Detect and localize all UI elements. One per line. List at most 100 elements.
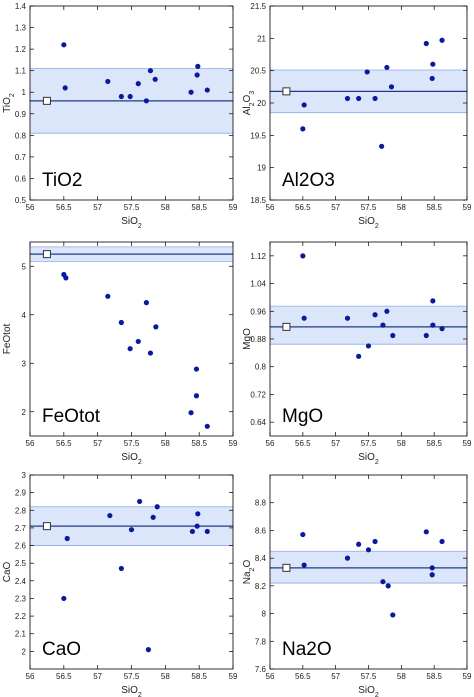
data-point xyxy=(380,322,386,328)
data-point xyxy=(135,338,141,345)
x-axis-label: SiO2 xyxy=(358,452,379,466)
y-tick-label: 2.9 xyxy=(15,489,27,498)
reference-band xyxy=(270,551,467,584)
reference-square-marker xyxy=(282,322,291,331)
y-tick-label: 19.5 xyxy=(250,131,266,140)
x-tick-label: 59 xyxy=(463,439,472,448)
data-point xyxy=(189,528,195,535)
y-tick-label: 1.4 xyxy=(15,2,27,11)
data-point xyxy=(127,93,133,100)
x-tick-label: 56.5 xyxy=(295,672,311,681)
x-axis-label: SiO2 xyxy=(358,216,379,230)
oxide-name-label: TiO2 xyxy=(42,170,82,191)
x-tick-label: 57 xyxy=(93,203,102,212)
data-point xyxy=(118,565,124,572)
x-tick-label: 59 xyxy=(229,672,238,681)
data-point xyxy=(204,87,210,93)
data-point xyxy=(372,95,378,102)
y-tick-label: 2.7 xyxy=(15,524,27,533)
data-point xyxy=(154,504,160,510)
data-point xyxy=(344,555,351,561)
y-tick-label: 20 xyxy=(257,99,266,108)
y-tick-label: 0.64 xyxy=(250,418,266,427)
x-tick-label: 57.5 xyxy=(361,439,377,448)
y-tick-label: 2.3 xyxy=(15,594,27,603)
y-tick-label: 7.8 xyxy=(255,637,267,646)
y-axis-label: Al2O3 xyxy=(242,91,256,116)
data-point xyxy=(137,498,143,505)
y-tick-label: 3 xyxy=(22,471,27,480)
x-tick-label: 57.5 xyxy=(361,203,377,212)
x-tick-label: 56.5 xyxy=(295,203,311,212)
y-tick-label: 8 xyxy=(262,610,267,619)
data-point xyxy=(61,42,67,48)
data-point xyxy=(390,612,396,618)
data-point xyxy=(204,423,210,429)
data-point xyxy=(150,514,156,520)
data-point xyxy=(344,315,351,321)
y-tick-label: 4 xyxy=(22,311,27,320)
data-point xyxy=(300,126,306,132)
y-tick-label: 21 xyxy=(257,34,266,43)
x-tick-label: 59 xyxy=(463,672,472,681)
data-point xyxy=(385,583,391,589)
y-tick-label: 0.5 xyxy=(15,196,27,205)
y-tick-label: 18.5 xyxy=(250,196,266,205)
data-point xyxy=(429,75,435,82)
data-point xyxy=(364,69,370,75)
data-point xyxy=(439,326,445,332)
y-tick-label: 1.2 xyxy=(15,45,27,54)
data-point xyxy=(135,81,141,87)
data-point xyxy=(145,647,152,653)
y-axis-label: CaO xyxy=(2,561,13,582)
x-tick-label: 58 xyxy=(161,203,170,212)
data-point xyxy=(301,315,307,321)
data-point xyxy=(430,298,436,304)
y-tick-label: 2 xyxy=(22,408,27,417)
data-point xyxy=(379,143,385,149)
x-tick-label: 58 xyxy=(161,672,170,681)
data-point xyxy=(143,300,149,306)
y-axis-label: MgO xyxy=(242,328,253,350)
x-tick-label: 59 xyxy=(229,203,238,212)
oxide-name-label: CaO xyxy=(42,639,81,660)
data-point xyxy=(118,319,124,326)
data-point xyxy=(356,353,362,359)
y-tick-label: 8.6 xyxy=(255,526,267,535)
data-point xyxy=(372,312,378,318)
y-axis-label: Na2O xyxy=(242,560,256,585)
data-point xyxy=(61,595,67,602)
data-point xyxy=(127,346,133,352)
y-tick-label: 8.4 xyxy=(255,554,267,563)
x-tick-label: 56 xyxy=(266,203,275,212)
oxide-name-label: Al2O3 xyxy=(282,170,335,191)
x-tick-label: 58 xyxy=(397,672,406,681)
reference-square-marker xyxy=(42,96,51,105)
data-point xyxy=(105,293,111,299)
x-tick-label: 57 xyxy=(331,203,340,212)
x-tick-label: 58 xyxy=(397,439,406,448)
data-point xyxy=(64,535,70,542)
data-point xyxy=(300,253,306,259)
data-point xyxy=(344,95,351,102)
data-point xyxy=(188,410,194,416)
x-tick-label: 59 xyxy=(463,203,472,212)
y-tick-label: 0.6 xyxy=(15,174,27,183)
y-tick-label: 1.3 xyxy=(15,24,27,33)
data-point xyxy=(301,562,307,568)
reference-square-marker xyxy=(42,250,51,259)
y-tick-label: 8.2 xyxy=(255,582,267,591)
x-tick-label: 58.5 xyxy=(426,439,442,448)
reference-square-marker xyxy=(282,87,291,96)
data-point xyxy=(356,95,362,102)
x-tick-label: 56 xyxy=(26,439,35,448)
x-tick-label: 56 xyxy=(26,203,35,212)
oxide-name-label: FeOtot xyxy=(42,406,101,427)
y-tick-label: 2.8 xyxy=(15,506,27,515)
x-tick-label: 58.5 xyxy=(191,203,207,212)
y-tick-label: 2.2 xyxy=(15,612,27,621)
data-point xyxy=(194,72,200,78)
x-tick-label: 56.5 xyxy=(56,439,72,448)
data-point xyxy=(188,89,194,95)
